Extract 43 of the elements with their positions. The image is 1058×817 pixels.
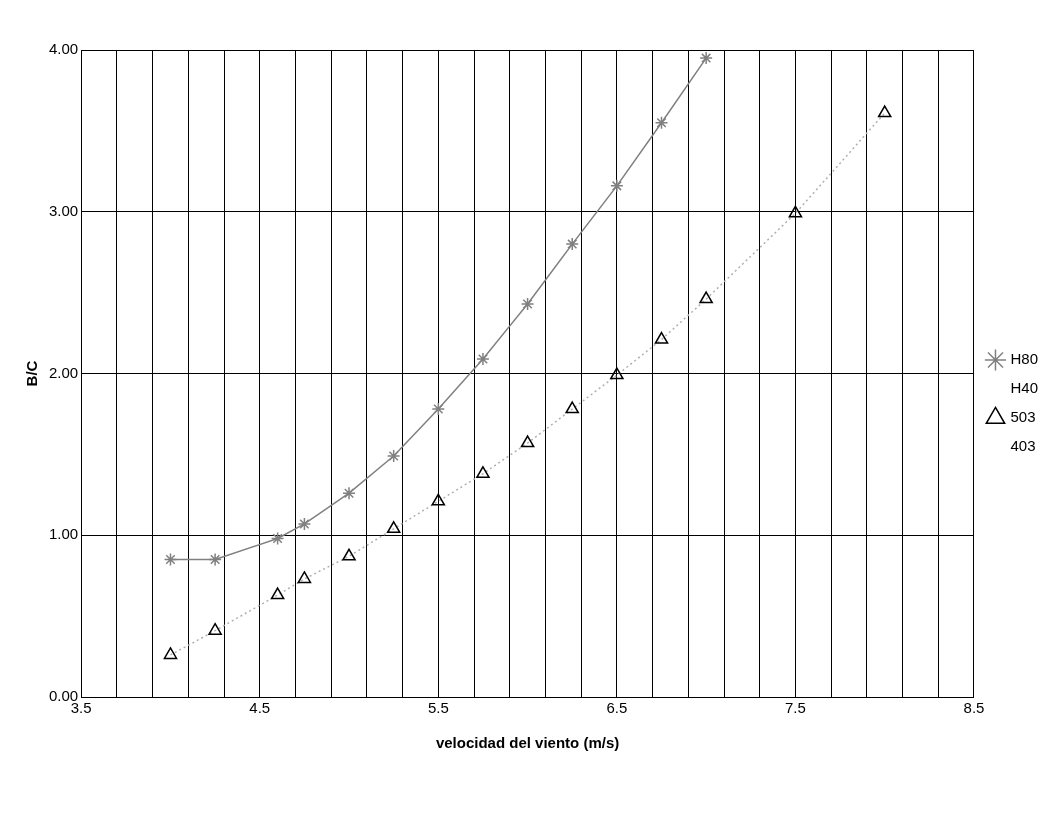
point <box>565 401 580 414</box>
legend-label: H80 <box>1010 350 1039 368</box>
point <box>476 352 490 366</box>
point <box>476 466 490 479</box>
point <box>520 297 535 311</box>
y-tick-label: 2.00 <box>48 363 79 381</box>
x-tick-label: 4.5 <box>249 699 271 717</box>
point <box>270 587 285 600</box>
point <box>386 521 401 534</box>
point <box>610 179 624 193</box>
point <box>342 548 356 561</box>
point <box>342 486 356 500</box>
x-tick-label: 5.5 <box>427 699 449 717</box>
x-tick-label: 6.5 <box>606 699 628 717</box>
y-tick-label: 3.00 <box>48 201 79 219</box>
y-axis-title: B/C <box>23 360 41 387</box>
point <box>431 402 446 416</box>
point <box>788 205 803 218</box>
point <box>877 105 892 118</box>
point <box>520 435 535 448</box>
point <box>297 517 312 531</box>
point <box>208 622 222 635</box>
y-tick-label: 4.00 <box>48 40 79 58</box>
y-tick-label: 1.00 <box>48 525 79 543</box>
point <box>654 116 669 130</box>
point <box>565 237 579 251</box>
x-tick-label: 7.5 <box>785 699 806 717</box>
point <box>699 51 713 65</box>
point <box>654 331 669 344</box>
point <box>163 647 178 660</box>
text: 403 <box>1010 437 1036 455</box>
point <box>297 571 312 584</box>
x-axis-title: velocidad del viento (m/s) <box>435 734 620 752</box>
point <box>699 291 713 304</box>
point <box>270 531 285 546</box>
x-tick-label: 8.5 <box>963 699 985 717</box>
point <box>431 493 446 506</box>
legend-label: 503 <box>1010 408 1036 426</box>
point <box>163 552 178 567</box>
point <box>386 449 401 463</box>
point <box>208 552 222 567</box>
point <box>610 367 624 380</box>
text: H40 <box>1010 379 1039 397</box>
